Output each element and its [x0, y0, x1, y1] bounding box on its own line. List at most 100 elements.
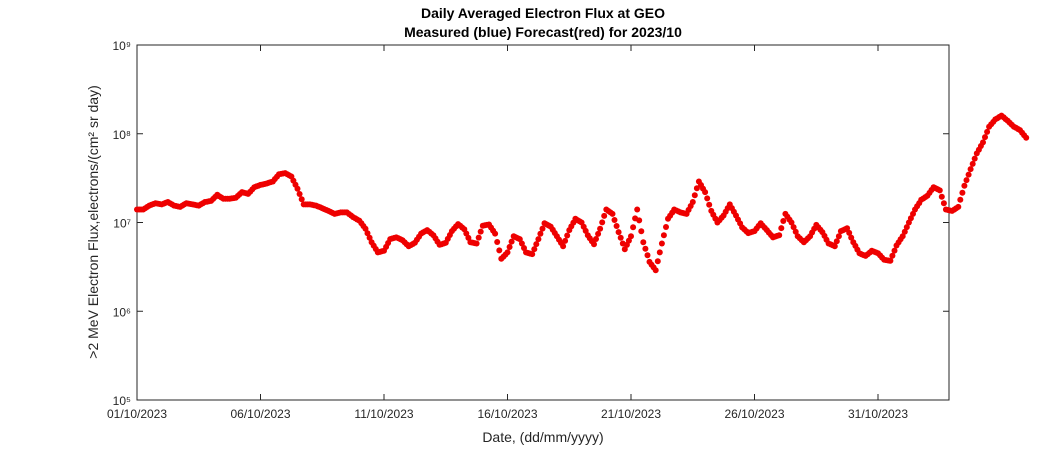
data-point-interp: [730, 208, 737, 215]
data-point-interp: [848, 234, 855, 241]
data-point-interp: [537, 230, 544, 237]
data-point-interp: [494, 239, 501, 245]
data-point-interp: [502, 251, 509, 258]
y-axis: 10⁵ 10⁶ 10⁷ 10⁸ 10⁹: [113, 39, 949, 408]
data-point-interp: [780, 218, 787, 224]
data-point-interp: [286, 172, 293, 179]
data-point-interp: [416, 233, 422, 240]
y-axis-label: >2 MeV Electron Flux,electrons/(cm² sr d…: [85, 85, 101, 358]
data-point-interp: [910, 210, 916, 217]
data-point-interp: [385, 240, 392, 246]
data-point-interp: [249, 186, 256, 193]
data-point-interp: [533, 241, 540, 248]
x-tick-label: 21/10/2023: [601, 407, 661, 421]
data-point-interp: [292, 181, 299, 188]
data-point-interp: [527, 250, 534, 257]
data-point-interp: [903, 224, 910, 231]
data-point-interp: [506, 244, 513, 250]
y-tick-label: 10⁸: [113, 128, 131, 142]
data-point-interp: [650, 264, 657, 271]
data-point-interp: [823, 236, 830, 243]
data-point-interp: [630, 224, 637, 231]
data-point-interp: [1008, 121, 1015, 128]
data-point-interp: [687, 203, 694, 209]
data-point-interp: [531, 246, 538, 253]
data-point-interp: [749, 228, 756, 235]
data-point-interp: [539, 225, 546, 232]
y-tick-label: 10⁶: [113, 305, 131, 319]
data-point-interp: [477, 228, 484, 235]
data-point-interp: [990, 118, 997, 125]
data-point-interp: [496, 247, 503, 254]
data-point-interp: [360, 223, 367, 229]
data-point-interp: [957, 196, 964, 203]
data-point-interp: [364, 230, 371, 237]
data-point-interp: [977, 143, 984, 149]
data-point-interp: [897, 236, 904, 243]
data-point-interp: [642, 245, 649, 252]
y-tick-label: 10⁹: [113, 39, 132, 53]
data-point-interp: [940, 200, 947, 207]
data-point-interp: [959, 189, 966, 196]
data-point-interp: [564, 232, 571, 239]
data-point-interp: [518, 240, 525, 247]
data-point-interp: [660, 232, 667, 239]
data-point-interp: [296, 191, 303, 197]
data-point: [640, 239, 647, 246]
data-point-interp: [471, 240, 478, 247]
data-point-interp: [681, 210, 688, 217]
data-point-interp: [885, 257, 892, 264]
data-point-interp: [982, 134, 988, 141]
data-point-interp: [644, 252, 651, 259]
chart-title: Daily Averaged Electron Flux at GEO: [421, 5, 665, 21]
data-point-interp: [397, 236, 404, 243]
data-point-interp: [953, 205, 960, 212]
data-point-interp: [409, 241, 416, 247]
data-point-interp: [718, 214, 725, 221]
data-point-interp: [889, 252, 896, 259]
data-point-interp: [704, 195, 711, 202]
data-point-interp: [582, 227, 589, 234]
data-point-interp: [1015, 126, 1021, 132]
data-point-interp: [440, 240, 447, 247]
data-point-interp: [366, 234, 373, 241]
chart-subtitle: Measured (blue) Forecast(red) for 2023/1…: [404, 24, 682, 40]
data-points: [134, 112, 1030, 274]
data-point-interp: [625, 237, 632, 244]
data-point: [615, 229, 622, 236]
data-point-interp: [984, 128, 991, 135]
data-point-interp: [891, 247, 898, 254]
data-point-interp: [706, 201, 713, 208]
data-point-interp: [446, 232, 453, 238]
x-tick-label: 06/10/2023: [230, 407, 290, 421]
data-point-interp: [938, 193, 945, 200]
data-point-interp: [663, 224, 669, 230]
x-tick-label: 01/10/2023: [107, 407, 167, 421]
x-tick-label: 11/10/2023: [354, 407, 413, 421]
data-point: [961, 182, 968, 189]
data-point-interp: [636, 217, 643, 224]
data-point-interp: [872, 249, 879, 256]
data-point-interp: [835, 233, 842, 240]
data-point-interp: [298, 196, 305, 203]
data-point-interp: [691, 192, 698, 199]
data-point-interp: [595, 230, 602, 237]
data-point-interp: [842, 226, 849, 233]
data-point: [597, 225, 604, 232]
data-point-interp: [854, 246, 861, 253]
x-tick-label: 31/10/2023: [848, 407, 908, 421]
y-tick-label: 10⁵: [113, 394, 131, 408]
x-axis-label: Date, (dd/mm/yyyy): [482, 429, 603, 445]
data-point-interp: [829, 242, 836, 249]
data-point-interp: [654, 258, 661, 265]
data-point: [967, 166, 974, 173]
x-tick-label: 16/10/2023: [477, 407, 537, 421]
data-point-interp: [656, 249, 663, 256]
data-point-interp: [971, 155, 978, 162]
data-point-interp: [465, 234, 472, 241]
x-tick-label: 26/10/2023: [724, 407, 784, 421]
data-point-interp: [1021, 132, 1028, 139]
data-point-interp: [700, 185, 706, 192]
data-point-interp: [617, 234, 624, 241]
